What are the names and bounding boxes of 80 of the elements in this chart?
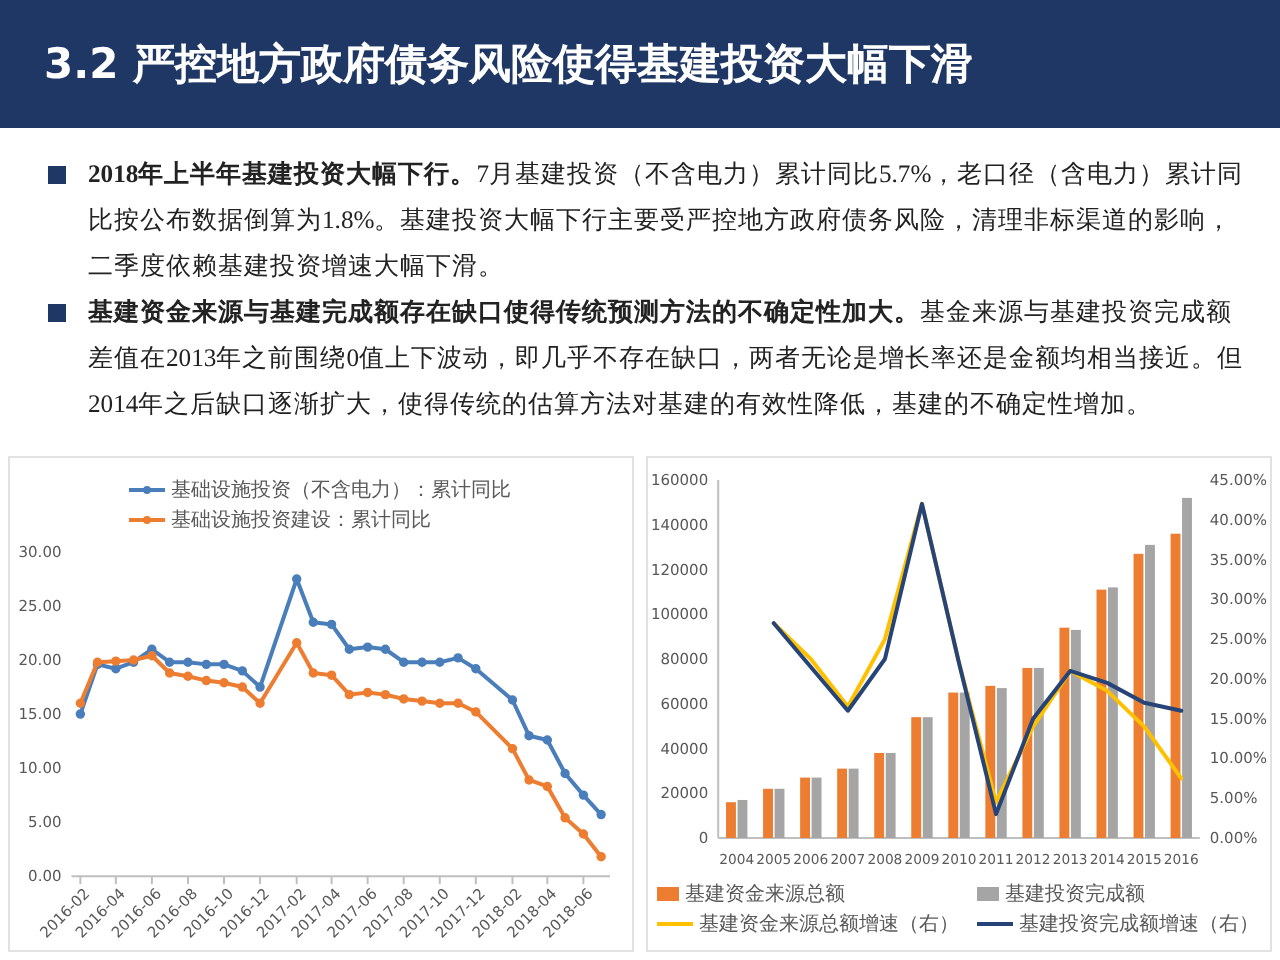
point [560,768,570,779]
bar [1070,629,1081,838]
point [596,809,606,820]
point [380,689,391,700]
point [201,659,211,670]
point [435,698,445,708]
point [578,790,589,800]
bar [948,692,959,838]
point [362,642,373,652]
bar [1059,627,1070,838]
point [344,689,355,700]
point [507,695,518,705]
bar [885,752,896,838]
point [255,682,265,692]
text: 2018年上半年基建投资大幅下行。 [88,160,477,188]
legend-label: 基建投资完成额 [1005,881,1145,905]
point [507,743,518,754]
point [542,781,553,792]
bar [1145,544,1155,838]
point [362,687,373,698]
point [542,735,553,745]
point [111,656,121,666]
point [524,730,534,741]
bar [874,752,885,838]
text: 基建资金来源与基建完成额存在缺口使得传统预测方法的不确定性加大。 [88,298,920,326]
point [237,666,248,676]
bar [1033,667,1044,838]
point [560,813,570,823]
point [308,617,318,627]
bar [1107,587,1118,838]
point [524,775,534,785]
point [326,670,337,680]
bar [922,717,933,838]
legend-label: 基建资金来源总额 [685,881,845,905]
point [183,671,193,681]
point [219,659,229,670]
point [453,698,463,708]
bar [911,717,922,838]
point [326,619,337,630]
legend-label: 基建投资完成额增速（右） [1019,911,1259,935]
point [292,638,302,648]
point [237,682,248,692]
point [75,698,86,708]
point [453,653,463,663]
point [292,574,302,584]
point [417,696,427,706]
point [399,657,409,667]
point [596,852,606,862]
point [417,657,427,667]
point [219,678,229,688]
legend-label: 基建资金来源总额增速（右） [699,911,959,935]
legend-label: 基础设施投资（不含电力）：累计同比 [171,477,511,501]
bar [959,692,970,838]
bar [848,768,859,838]
text: 3.2 严控地方政府债务风险使得基建投资大幅下滑 [44,38,974,92]
point [471,707,481,717]
bar [811,777,822,838]
bar [1022,667,1033,838]
point [147,651,157,661]
point [578,829,589,839]
point [75,709,86,719]
point [183,657,193,667]
point [399,694,409,704]
point [255,698,265,708]
point [308,668,318,678]
bar [763,788,773,838]
bar [800,777,811,838]
point [380,644,391,654]
point [435,657,445,667]
bar [774,788,785,838]
bar [737,799,748,838]
bar [726,802,736,838]
bar [837,768,848,838]
legend-label: 基础设施投资建设：累计同比 [171,507,431,531]
point [344,644,355,654]
bar [1182,497,1192,838]
point [164,668,175,678]
point [164,657,175,667]
point [201,675,211,686]
point [471,663,481,674]
